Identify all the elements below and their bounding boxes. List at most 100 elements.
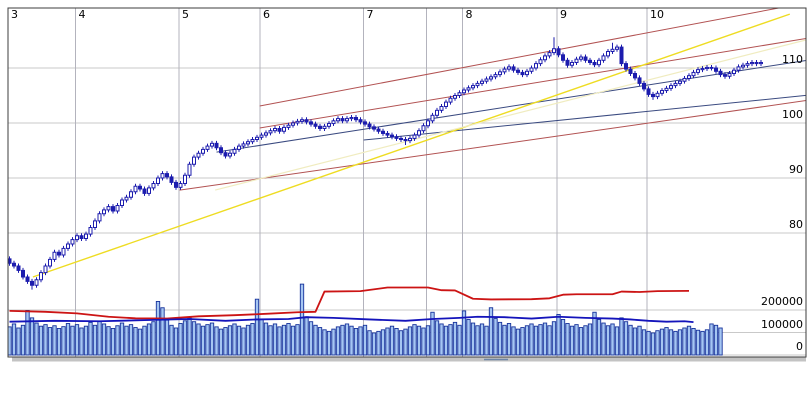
volume-bar xyxy=(106,326,111,356)
candle-up xyxy=(327,123,331,127)
candle-up xyxy=(282,126,286,132)
candle-down xyxy=(754,62,759,65)
candle-down xyxy=(354,117,358,121)
candle-down xyxy=(390,134,394,138)
volume-bar xyxy=(713,324,719,356)
month-label: 10 xyxy=(650,8,664,21)
candle-up xyxy=(178,183,183,188)
candle-up xyxy=(192,156,196,165)
candle-down xyxy=(381,130,385,134)
volume-bar xyxy=(524,325,530,356)
trend-line-yellow-fan-pale xyxy=(215,39,806,191)
candle-up xyxy=(286,124,291,128)
volume-bar xyxy=(547,325,552,356)
volume-tick-label: 0 xyxy=(796,340,803,353)
candle-down xyxy=(723,74,727,77)
candle-up xyxy=(493,74,498,78)
candle-down xyxy=(219,147,223,154)
volume-bar xyxy=(151,321,156,356)
candle-up xyxy=(408,137,412,142)
volume-bar xyxy=(227,325,233,356)
volume-bar xyxy=(38,325,44,356)
volume-bar xyxy=(425,325,431,356)
candle-up xyxy=(439,106,444,111)
candle-up xyxy=(183,174,187,184)
candle-down xyxy=(520,71,525,76)
candle-up xyxy=(115,205,120,212)
volume-bar xyxy=(362,324,368,356)
volume-bar xyxy=(601,322,606,356)
trend-line-navy-trend-shallow xyxy=(363,94,806,141)
volume-bar xyxy=(488,307,494,356)
candle-up xyxy=(606,51,610,57)
candle-down xyxy=(304,119,309,123)
volume-bar xyxy=(308,321,314,356)
candle-up xyxy=(660,90,664,94)
candle-up xyxy=(421,125,426,132)
candle-down xyxy=(628,68,633,74)
volume-bar xyxy=(587,323,593,356)
volume-bar xyxy=(155,301,161,356)
volume-bar xyxy=(443,325,449,356)
volume-bar xyxy=(583,325,588,356)
month-label: 7 xyxy=(366,8,374,21)
candle-down xyxy=(651,93,655,98)
candle-down xyxy=(16,265,21,271)
volume-bar xyxy=(232,323,237,356)
volume-bar xyxy=(353,328,359,356)
candlestick-series xyxy=(8,37,763,290)
candle-up xyxy=(156,177,160,184)
volume-bar xyxy=(556,314,561,356)
candle-up xyxy=(426,120,430,127)
volume-bar xyxy=(673,330,678,356)
candle-up xyxy=(133,185,138,193)
volume-bar xyxy=(430,311,435,356)
volume-bar xyxy=(380,329,386,356)
month-label: 5 xyxy=(182,8,189,21)
volume-bar xyxy=(592,311,597,356)
candle-up xyxy=(196,152,201,158)
volume-bar xyxy=(34,322,39,356)
volume-series xyxy=(8,283,723,356)
volume-bar xyxy=(610,323,615,356)
volume-bar xyxy=(578,327,584,356)
volume-bar xyxy=(637,325,642,356)
volume-bar xyxy=(560,319,566,356)
candle-down xyxy=(516,69,520,73)
month-label: 4 xyxy=(78,8,86,21)
candle-up xyxy=(120,199,124,206)
volume-bar xyxy=(632,327,638,356)
volume-bar xyxy=(331,328,336,356)
candle-up xyxy=(291,122,295,126)
candle-up xyxy=(759,62,763,65)
candle-up xyxy=(529,67,534,72)
volume-bar xyxy=(470,322,476,356)
volume-bar xyxy=(43,324,48,356)
volume-bar xyxy=(479,323,485,356)
month-label: 3 xyxy=(11,8,18,21)
volume-bar xyxy=(448,324,453,356)
volume-bar xyxy=(322,329,327,356)
candle-down xyxy=(309,121,313,125)
candle-down xyxy=(318,125,322,130)
candle-down xyxy=(561,54,565,61)
candle-up xyxy=(232,148,237,154)
volume-bar xyxy=(79,327,84,356)
volume-bar xyxy=(74,324,80,356)
volume-bar xyxy=(596,319,602,356)
candle-up xyxy=(412,134,417,139)
candle-up xyxy=(430,114,435,122)
candle-down xyxy=(165,173,169,178)
volume-bar xyxy=(551,321,557,356)
candle-up xyxy=(664,87,669,92)
candle-up xyxy=(264,132,268,136)
volume-bar xyxy=(412,324,417,356)
volume-bar xyxy=(142,325,147,356)
volume-bar xyxy=(52,325,57,356)
candle-up xyxy=(48,258,52,267)
volume-bar xyxy=(263,322,269,356)
volume-bar xyxy=(25,310,30,356)
candle-up xyxy=(691,71,696,77)
candle-down xyxy=(588,59,592,63)
candle-up xyxy=(574,58,579,64)
